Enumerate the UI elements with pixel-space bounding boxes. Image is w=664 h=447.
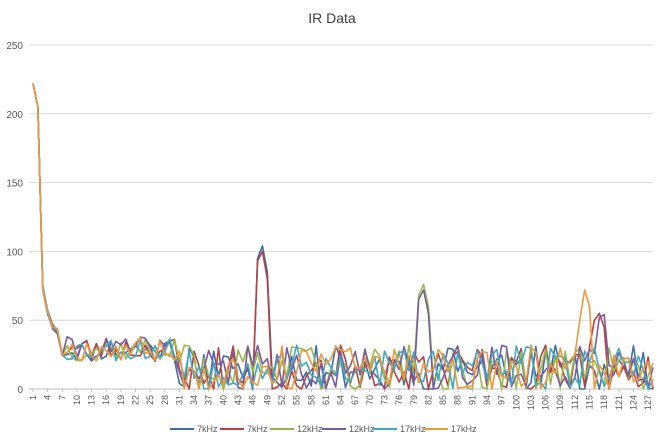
x-axis-ticks: 1 4 7 10 13 16 19 22 25 28 31 34 37 40 43 46 49 52 55 58 61 6… [28,389,653,410]
x-tick-label: 19 [116,395,126,405]
x-tick-label: 82 [423,395,433,405]
y-tick-label: 50 [12,316,24,327]
x-tick-label: 85 [438,395,448,405]
x-tick-label: 115 [585,395,595,409]
x-tick-label: 103 [526,395,536,410]
x-tick-label: 94 [482,395,492,405]
x-tick-label: 121 [614,395,624,410]
x-tick-label: 22 [131,395,141,405]
legend-label: 12kHz [349,424,375,434]
x-tick-label: 76 [394,395,404,405]
series-lines [32,83,654,390]
y-tick-label: 150 [6,179,23,190]
x-tick-label: 73 [379,395,389,405]
x-tick-label: 49 [262,395,272,405]
x-tick-label: 10 [72,395,82,405]
x-tick-label: 100 [511,395,521,410]
x-tick-label: 28 [160,395,170,405]
legend-label: 17kHz [451,424,477,434]
x-tick-label: 13 [87,395,97,405]
x-tick-label: 88 [453,395,463,405]
x-tick-label: 58 [306,395,316,405]
x-tick-label: 67 [350,395,360,405]
y-tick-label: 0 [17,385,23,396]
grid-lines [29,44,653,390]
y-tick-label: 200 [6,110,23,121]
x-tick-label: 112 [570,395,580,409]
series-line-5 [32,83,654,390]
x-tick-label: 46 [248,395,258,405]
x-tick-label: 97 [497,395,507,405]
x-tick-label: 37 [204,395,214,405]
y-axis-ticks: 0 50 100 150 200 250 [6,41,23,396]
x-tick-label: 16 [101,395,111,405]
y-tick-label: 250 [6,41,23,52]
x-tick-label: 31 [174,395,184,405]
series-line-2 [32,83,654,390]
x-tick-label: 40 [218,395,228,405]
x-tick-label: 127 [643,395,653,410]
x-tick-label: 4 [43,395,53,400]
x-tick-label: 91 [467,395,477,405]
x-tick-label: 64 [336,395,346,405]
x-tick-label: 55 [292,395,302,405]
series-line-6 [32,83,654,390]
x-tick-label: 43 [233,395,243,405]
x-tick-label: 109 [555,395,565,410]
x-tick-label: 7 [57,395,67,400]
y-tick-label: 100 [6,247,23,258]
legend-label: 7kHz [197,424,218,434]
x-tick-label: 1 [28,395,38,400]
legend-label: 12kHz [297,424,323,434]
x-tick-label: 124 [628,395,638,410]
x-tick-label: 34 [189,395,199,405]
x-tick-label: 118 [599,395,609,409]
x-tick-label: 70 [365,395,375,405]
x-tick-label: 79 [409,395,419,405]
legend-label: 17kHz [400,424,426,434]
legend: 7kHz 7kHz 12kHz 12kHz 17kHz 17kHz [170,424,477,434]
legend-label: 7kHz [247,424,268,434]
x-tick-label: 106 [541,395,551,410]
x-tick-label: 52 [277,395,287,405]
x-tick-label: 25 [145,395,155,405]
chart-title: IR Data [308,10,356,26]
x-tick-label: 61 [321,395,331,405]
